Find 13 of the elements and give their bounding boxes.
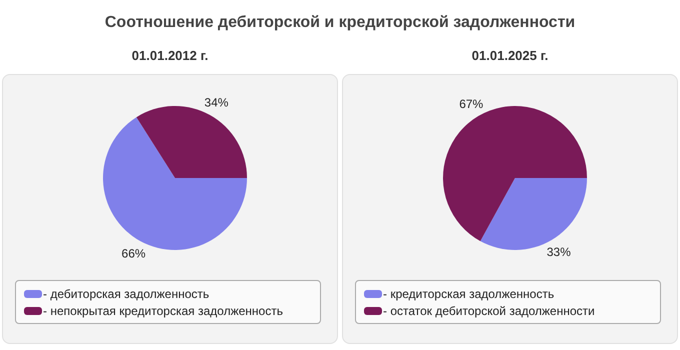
data-label: 67% xyxy=(459,96,484,111)
data-label: 34% xyxy=(204,96,229,110)
legend-label: - дебиторская задолженность xyxy=(43,286,210,300)
chart-title: Соотношение дебиторской и кредиторской задолженности xyxy=(104,14,576,31)
chart-subtitle: 01.01.2025 г. xyxy=(470,48,550,65)
data-label: 66% xyxy=(122,246,146,260)
chart-subtitle: 01.01.2012 г. xyxy=(130,48,210,65)
pie-slice xyxy=(103,117,247,250)
data-label: 33% xyxy=(546,245,572,260)
pie-slice xyxy=(136,106,247,178)
legend-label: - остаток дебиторской задолженности xyxy=(383,304,595,318)
legend-label: - кредиторская задолженность xyxy=(383,286,554,300)
legend-label: - непокрытая кредиторская задолженность xyxy=(43,304,283,318)
